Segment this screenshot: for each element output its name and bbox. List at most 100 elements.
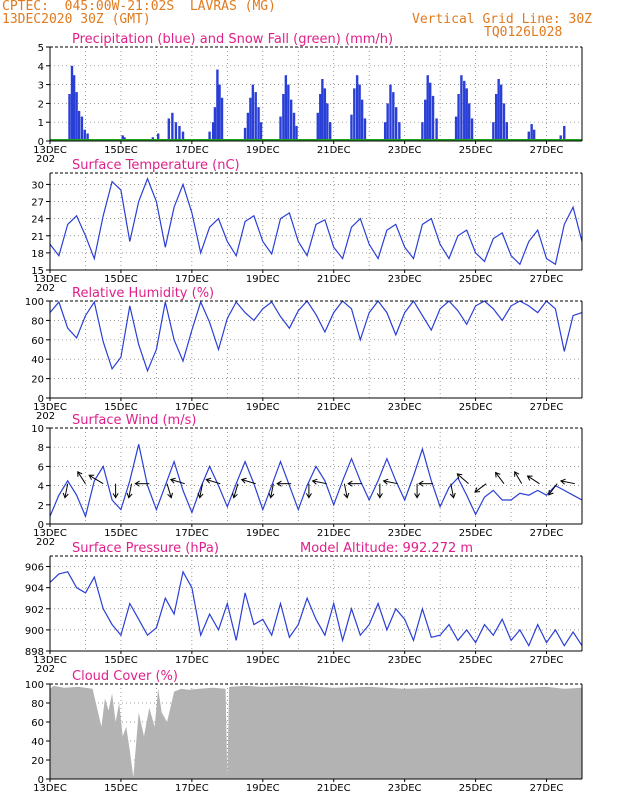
cloud-ytick-label: 0: [38, 775, 44, 786]
cloud-xtick-label: 23DEC: [388, 783, 422, 794]
precip-bar: [394, 107, 398, 141]
precip-bar: [421, 122, 424, 141]
wind-vector-head: [268, 492, 275, 499]
precip-bar: [178, 125, 181, 141]
precip-bar: [156, 133, 160, 141]
wind-xtick-label: 25DEC: [459, 528, 493, 539]
precip-bar: [494, 94, 498, 141]
precip-xtick-label: 15DEC: [104, 145, 138, 156]
wind-ytick-label: 0: [38, 520, 44, 531]
precip-bar: [505, 122, 509, 141]
precip-bar: [68, 94, 71, 141]
precip-bar: [218, 84, 221, 141]
humidity-xtick-label: 13DEC: [33, 402, 67, 413]
wind-vector-head: [559, 478, 566, 485]
cloud-ytick-label: 20: [31, 756, 44, 767]
precip-bar: [319, 94, 322, 141]
wind-vector: [450, 483, 455, 498]
wind-xtick-label: 15DEC: [104, 528, 138, 539]
precip-xtick-label: 13DEC: [33, 145, 67, 156]
temperature-ytick-label: 27: [31, 198, 44, 209]
wind-xtick-label: 17DEC: [175, 528, 209, 539]
wind-vector: [456, 473, 469, 485]
precip-bar: [86, 133, 89, 141]
header-location: CPTEC: 045:00W-21:02S LAVRAS (MG): [2, 0, 276, 14]
precip-bar: [454, 116, 458, 141]
wind-vector: [206, 479, 221, 485]
wind-vector-head: [347, 480, 353, 487]
pressure-ytick-label: 900: [25, 626, 44, 637]
precip-bar: [350, 114, 353, 141]
precip-bar: [220, 97, 224, 141]
precip-bar: [386, 103, 389, 141]
cloud-panel: Cloud Cover (%) 0 20 40 60 80 100 13DEC 15DEC 17D…: [25, 669, 583, 794]
precip-bar: [499, 84, 503, 141]
wind-ytick-label: 10: [31, 424, 44, 435]
precip-bar: [246, 112, 250, 141]
wind-vector: [241, 479, 256, 485]
precip-bar: [254, 92, 257, 141]
wind-vector: [199, 483, 203, 498]
precip-bar: [121, 135, 124, 141]
temperature-xtick-label: 23DEC: [388, 274, 422, 285]
pressure-line: [49, 570, 583, 648]
pressure-ytick-label: 904: [25, 584, 44, 595]
precip-bar: [383, 122, 387, 141]
humidity-xtick-label: 23DEC: [388, 402, 422, 413]
precip-bar: [243, 127, 247, 141]
precip-bar: [502, 103, 506, 141]
temperature-title: Surface Temperature (nC): [72, 158, 240, 173]
precip-bar: [527, 131, 530, 141]
precip-bar: [208, 131, 211, 141]
pressure-xtick-label: 23DEC: [388, 655, 422, 666]
wind-xtick-label: 19DEC: [246, 528, 280, 539]
precip-bar: [249, 97, 252, 141]
precip-bar: [457, 94, 460, 141]
wind-vector-head: [311, 478, 318, 485]
cloud-xtick-label: 17DEC: [175, 783, 209, 794]
precip-ytick-label: 1: [38, 118, 44, 129]
precip-bar: [460, 75, 463, 141]
wind-vector-head: [548, 489, 554, 496]
wind-xsub-label: 202: [36, 537, 55, 548]
precip-xtick-label: 19DEC: [246, 145, 280, 156]
precip-bar: [429, 82, 432, 141]
cloud-title: Cloud Cover (%): [72, 669, 178, 684]
humidity-ytick-label: 20: [31, 375, 44, 386]
temperature-xtick-label: 25DEC: [459, 274, 493, 285]
precip-bar: [282, 94, 285, 141]
precip-ytick-label: 2: [38, 99, 44, 110]
precip-bar: [392, 92, 395, 141]
humidity-ytick-label: 80: [31, 316, 44, 327]
wind-ytick-label: 6: [38, 462, 44, 473]
precip-bar: [492, 122, 495, 141]
precip-xtick-label: 21DEC: [317, 145, 351, 156]
cloud-xtick-label: 21DEC: [317, 783, 351, 794]
precip-bar: [470, 118, 474, 141]
wind-vector: [383, 480, 398, 485]
precip-bar: [559, 135, 562, 141]
wind-vector-head: [526, 475, 533, 481]
header-model-code: TQ0126L028: [484, 25, 563, 40]
humidity-xsub-label: 202: [36, 411, 55, 422]
precip-bar: [295, 125, 298, 141]
pressure-xtick-label: 25DEC: [459, 655, 493, 666]
humidity-ytick-label: 100: [25, 297, 44, 308]
wind-vector-head: [305, 493, 312, 499]
wind-vector-head: [126, 492, 133, 499]
precip-bar: [532, 129, 536, 141]
humidity-ytick-label: 60: [31, 336, 44, 347]
precip-bar: [353, 88, 356, 141]
precip-bar: [75, 92, 78, 141]
wind-xtick-label: 27DEC: [530, 528, 564, 539]
humidity-panel: Relative Humidity (%) 0 20 40 60 80 100 13DEC 15…: [25, 286, 583, 422]
wind-vector-head: [514, 470, 520, 477]
wind-vector: [64, 483, 69, 498]
temperature-ytick-label: 18: [31, 249, 44, 260]
wind-vector: [88, 474, 104, 485]
precip-bar: [321, 78, 324, 141]
precip-bar: [497, 78, 500, 141]
pressure-panel: Surface Pressure (hPa) Model Altitude: 99…: [25, 541, 583, 675]
humidity-title: Relative Humidity (%): [72, 286, 214, 301]
